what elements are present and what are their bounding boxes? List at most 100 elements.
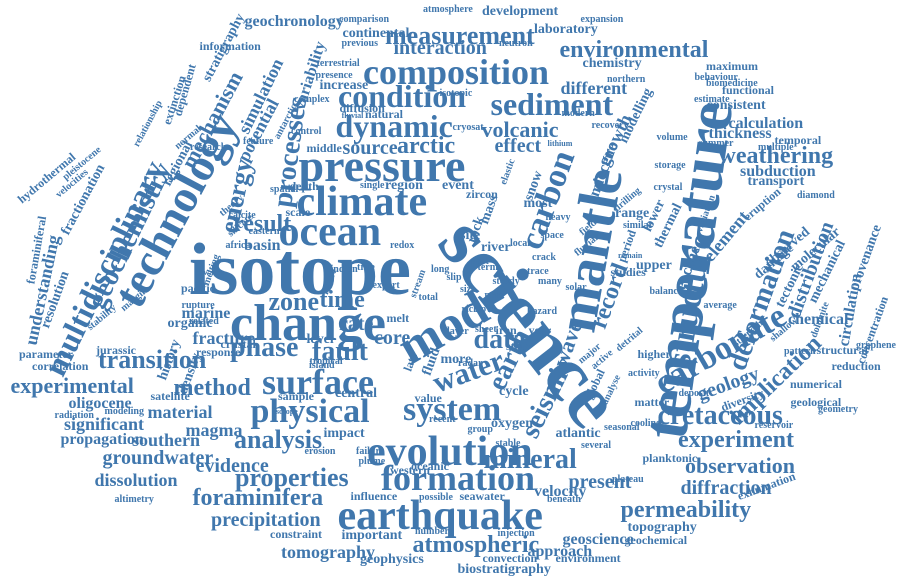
word-reservoir: reservoir <box>755 421 794 431</box>
word-true: true <box>357 263 375 273</box>
word-average: average <box>704 301 737 311</box>
word-iron: iron <box>496 324 517 336</box>
word-steady: steady <box>493 277 520 287</box>
word-cycle: cycle <box>499 385 529 399</box>
word-many: many <box>538 277 562 287</box>
word-failure: failure <box>356 447 384 457</box>
word-region: region <box>385 179 423 193</box>
word-graphene: graphene <box>856 341 896 351</box>
word-term: term <box>478 263 499 273</box>
word-state: state <box>506 340 530 352</box>
word-water: water <box>204 269 224 277</box>
word-crack: crack <box>532 253 556 263</box>
word-reduction: reduction <box>832 360 881 372</box>
word-year: year <box>529 324 552 336</box>
word-recovery: recovery <box>592 121 629 131</box>
word-development: development <box>482 5 558 19</box>
word-eastern: eastern <box>249 227 280 237</box>
word-size: size <box>460 285 476 295</box>
word-level: level <box>307 333 334 347</box>
word-oxygen: oxygen <box>491 417 533 431</box>
word-central: central <box>335 387 377 401</box>
word-isotopic: isotopic <box>440 89 473 99</box>
word-planktonic: planktonic <box>643 452 698 464</box>
word-complex: complex <box>294 95 330 105</box>
word-atlantic: atlantic <box>556 427 601 441</box>
word-atmosphere: atmosphere <box>423 5 473 15</box>
word-lithium: lithium <box>548 140 573 148</box>
word-geochemical: geochemical <box>625 534 688 546</box>
word-number: number <box>415 527 449 537</box>
word-scale: scale <box>286 206 311 218</box>
word-cryosat: cryosat <box>453 123 484 133</box>
word-experimental: experimental <box>11 375 134 397</box>
word-crystal: crystal <box>654 183 683 193</box>
word-space: space <box>541 231 564 241</box>
word-beneath: beneath <box>547 495 581 505</box>
word-jurassic: jurassic <box>96 344 136 356</box>
word-sheet: sheet <box>475 325 497 335</box>
word-mineral: mineral <box>484 446 577 474</box>
word-satellite: satellite <box>151 390 190 402</box>
word-calcite: calcite <box>229 211 256 221</box>
word-effect: effect <box>495 136 542 156</box>
word-geometry: geometry <box>818 405 858 415</box>
word-matter: matter <box>635 396 670 408</box>
word-permeability: permeability <box>621 498 752 522</box>
word-terrestrial: terrestrial <box>317 59 360 69</box>
word-northern: northern <box>607 75 645 85</box>
word-middle: middle <box>307 142 342 154</box>
word-control: control <box>291 127 321 137</box>
word-radar: radar <box>458 359 482 369</box>
word-zircon: zircon <box>466 188 498 200</box>
word-arctic: arctic <box>397 134 455 158</box>
word-rate: rate <box>339 314 373 334</box>
word-source: source <box>343 138 398 158</box>
word-melt: melt <box>387 312 410 324</box>
word-calculation: calculation <box>729 116 804 132</box>
word-possible: possible <box>419 493 453 503</box>
word-propagation: propagation <box>61 432 144 448</box>
word-tropical: tropical <box>310 357 343 367</box>
word-evidence: evidence <box>196 456 269 476</box>
word-group: group <box>468 425 493 435</box>
word-feature: feature <box>243 137 273 147</box>
word-activity: activity <box>628 369 660 379</box>
word-expansion: expansion <box>581 15 624 25</box>
word-geophysics: geophysics <box>360 553 424 567</box>
word-response: response <box>196 346 240 358</box>
word-research: research <box>190 143 226 153</box>
word-slip: slip <box>447 273 462 283</box>
word-redox: redox <box>390 241 414 251</box>
word-previous: previous <box>342 39 379 49</box>
word-heavy: heavy <box>546 213 571 223</box>
word-elastic: elastic <box>499 158 518 186</box>
word-correlation: correlation <box>32 360 88 372</box>
word-stable: stable <box>496 439 521 449</box>
word-storage: storage <box>655 161 686 171</box>
word-fluvial: fluvial <box>342 112 364 120</box>
word-volume: volume <box>657 133 688 143</box>
word-zone: zone <box>269 289 320 315</box>
word-core: core <box>374 328 410 348</box>
word-neutron: neutron <box>499 39 533 49</box>
word-environment: environment <box>556 552 621 564</box>
word-plateau: plateau <box>612 475 644 485</box>
word-biostratigraphy: biostratigraphy <box>458 563 551 577</box>
word-remain: remain <box>618 252 642 260</box>
word-cooling: cooling <box>631 419 662 429</box>
word-modern: modern <box>562 109 595 119</box>
word-modeling: modeling <box>105 407 144 417</box>
word-deposit: deposit <box>679 389 710 399</box>
word-presence: presence <box>316 71 353 81</box>
word-dissolution: dissolution <box>95 471 178 489</box>
word-spatial: spatial <box>270 185 298 195</box>
word-natural: natural <box>365 108 403 120</box>
word-geochronology: geochronology <box>245 14 344 30</box>
word-sample: sample <box>278 390 314 402</box>
word-summer: summer <box>699 139 734 149</box>
word-relationship: relationship <box>132 99 165 149</box>
word-chemistry: chemistry <box>583 57 642 71</box>
word-studies: studies <box>611 266 646 278</box>
